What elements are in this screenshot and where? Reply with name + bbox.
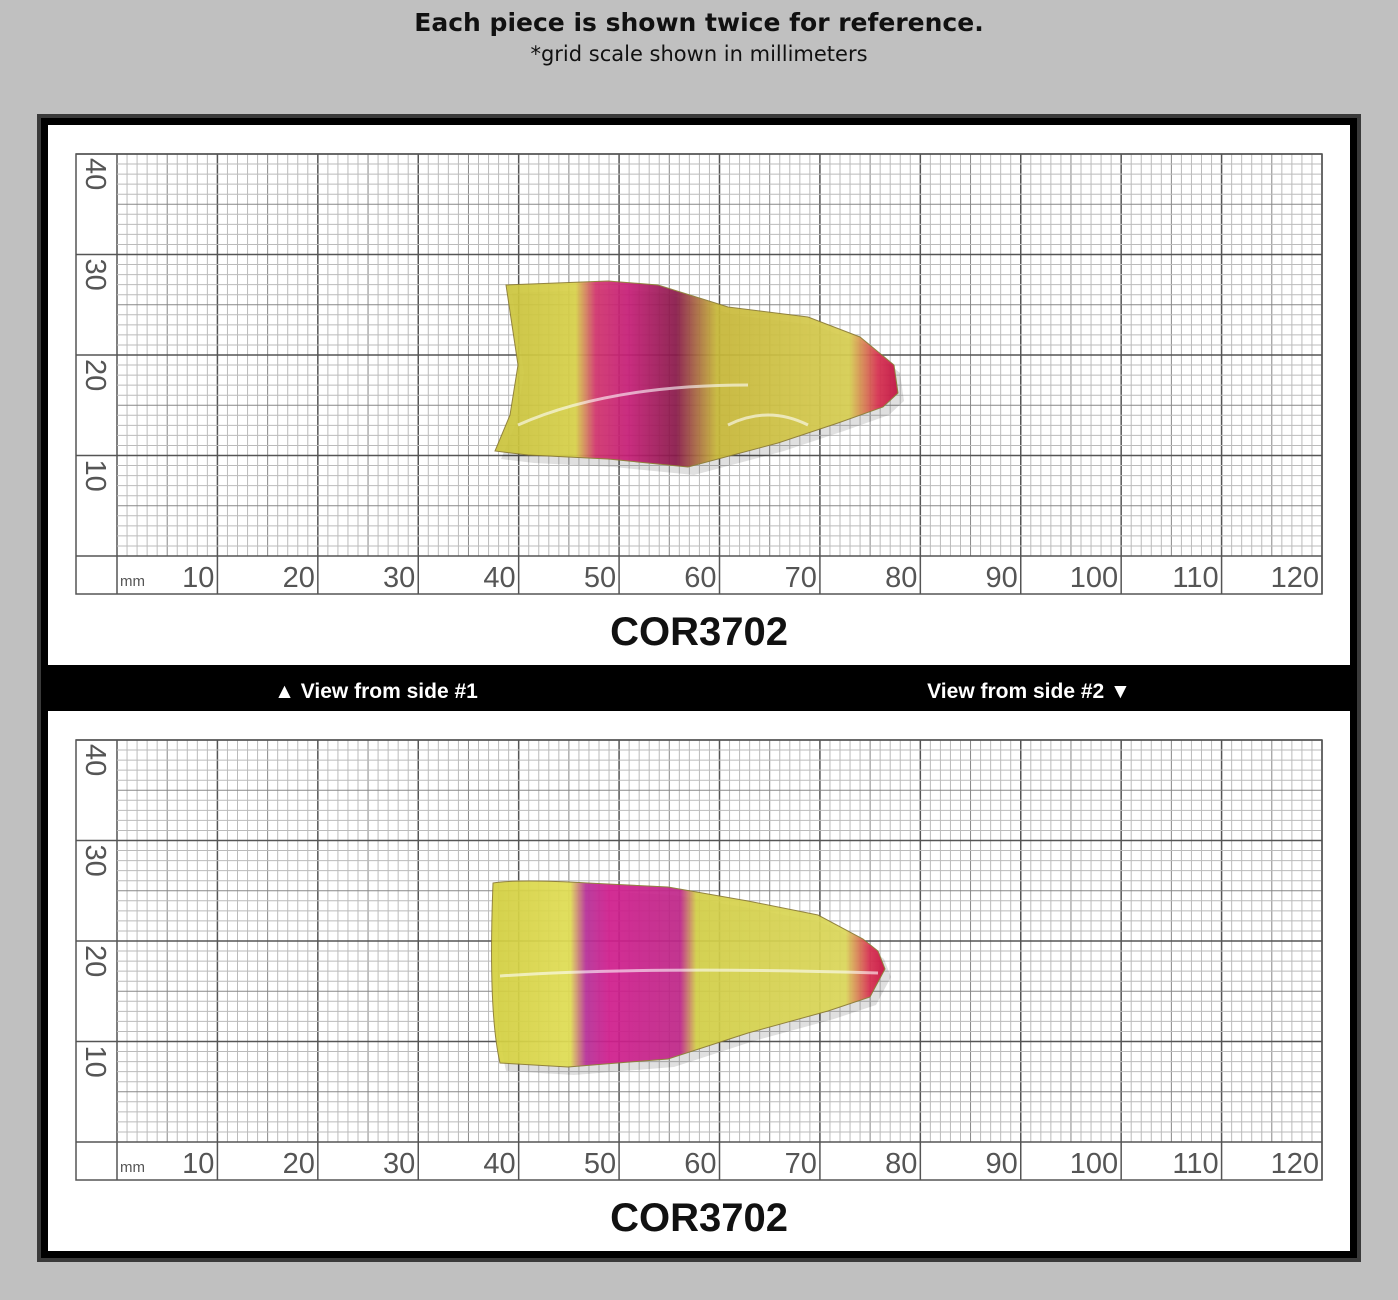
- x-scale-label: 70: [785, 1148, 817, 1180]
- gem-highlight: [517, 383, 809, 427]
- subtitle: *grid scale shown in millimeters: [530, 42, 868, 66]
- y-scale-label: 10: [79, 460, 111, 492]
- title: Each piece is shown twice for reference.: [414, 8, 984, 37]
- x-scale-label: 80: [885, 562, 917, 594]
- caption: View from side #2 ▼: [927, 680, 1131, 703]
- x-scale-label: 100: [1070, 1148, 1118, 1180]
- scale-grid: mm 10 20 30 40 50 60 70 80 90 100 110 120 10 20 30 40 COR…: [75, 739, 1323, 1240]
- x-scale-label: 40: [483, 562, 515, 594]
- x-scale-label: 110: [1172, 1148, 1218, 1180]
- unit-label: mm: [120, 1159, 145, 1176]
- panel: mm 10 20 30 40 50 60 70 80 90 100 110 120 10 20 30 40 COR…: [48, 711, 1350, 1251]
- x-scale-label: 20: [283, 562, 315, 594]
- x-scale-label: 40: [483, 1148, 515, 1180]
- x-scale-label: 10: [182, 1148, 214, 1180]
- x-scale-label: 100: [1070, 562, 1118, 594]
- x-scale-label: 10: [182, 562, 214, 594]
- x-scale-label: 60: [684, 562, 716, 594]
- piece-label: COR3702: [610, 1196, 788, 1240]
- gem: [491, 880, 886, 1068]
- x-scale-label: 80: [885, 1148, 917, 1180]
- y-scale-label: 20: [79, 945, 111, 977]
- x-scale-label: 50: [584, 1148, 616, 1180]
- unit-label: mm: [120, 573, 145, 590]
- x-scale-label: 110: [1172, 562, 1218, 594]
- x-scale-label: 120: [1271, 562, 1319, 594]
- piece-label: COR3702: [610, 610, 788, 654]
- x-scale-label: 90: [985, 1148, 1017, 1180]
- y-scale-label: 10: [79, 1046, 111, 1078]
- x-scale-label: 70: [785, 562, 817, 594]
- x-scale-label: 30: [383, 562, 415, 594]
- x-scale-label: 50: [584, 562, 616, 594]
- caption: ▲ View from side #1: [274, 680, 478, 703]
- x-scale-label: 90: [985, 562, 1017, 594]
- y-scale-label: 30: [79, 259, 111, 291]
- x-scale-label: 120: [1271, 1148, 1319, 1180]
- x-scale-label: 60: [684, 1148, 716, 1180]
- y-scale-label: 40: [79, 158, 111, 190]
- scale-grid: mm 10 20 30 40 50 60 70 80 90 100 110 120 10 20 30 40 COR…: [75, 153, 1323, 654]
- gem-highlight: [499, 968, 879, 978]
- scale-border: [75, 153, 1323, 595]
- x-scale-label: 30: [383, 1148, 415, 1180]
- y-scale-label: 20: [79, 359, 111, 391]
- scale-border: [75, 739, 1323, 1181]
- frame: mm 10 20 30 40 50 60 70 80 90 100 110 120 10 20 30 40 COR…: [37, 114, 1361, 1262]
- x-scale-label: 20: [283, 1148, 315, 1180]
- y-scale-label: 30: [79, 845, 111, 877]
- y-scale-label: 40: [79, 744, 111, 776]
- panel: mm 10 20 30 40 50 60 70 80 90 100 110 120 10 20 30 40 COR…: [48, 125, 1350, 665]
- gem: [494, 280, 899, 468]
